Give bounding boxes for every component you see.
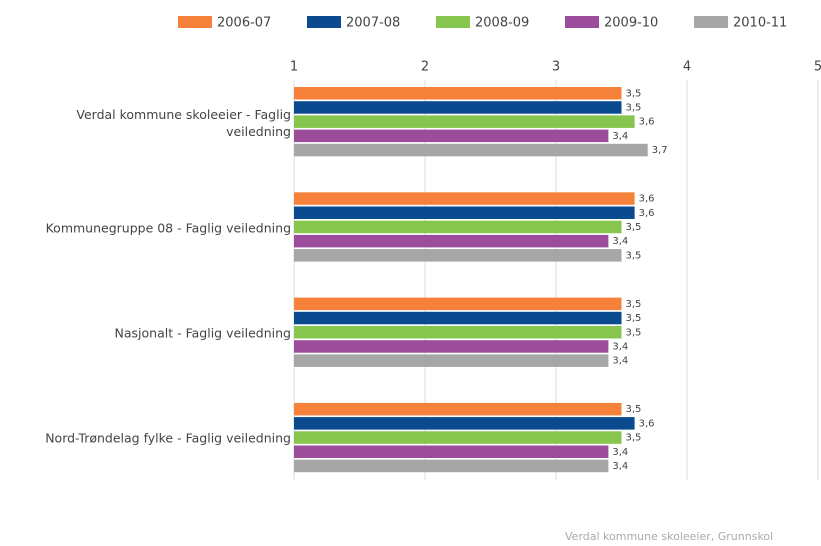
bar <box>294 192 635 205</box>
bar <box>294 206 635 219</box>
bar <box>294 101 622 114</box>
data-label: 3,4 <box>612 236 628 247</box>
bar <box>294 234 609 248</box>
bar <box>294 249 622 262</box>
x-tick-label: 1 <box>290 60 298 75</box>
bar <box>294 417 635 430</box>
bar <box>294 297 622 311</box>
data-label: 3,4 <box>612 461 628 472</box>
bar <box>294 220 622 234</box>
data-label: 3,5 <box>626 433 642 444</box>
data-label: 3,5 <box>626 222 642 233</box>
bar <box>294 431 622 444</box>
bar <box>294 115 635 128</box>
data-label: 3,4 <box>612 341 628 352</box>
data-label: 3,5 <box>626 299 642 310</box>
x-tick-label: 5 <box>814 60 821 75</box>
data-label: 3,4 <box>612 131 628 142</box>
legend-swatch <box>436 16 470 28</box>
category-label: Verdal kommune skoleeier - Faglig veiled… <box>76 106 291 139</box>
bar <box>294 354 609 367</box>
data-label: 3,5 <box>626 404 642 415</box>
legend-label: 2010-11 <box>733 16 787 31</box>
x-tick-label: 3 <box>552 60 560 75</box>
legend-label: 2009-10 <box>604 16 658 31</box>
legend-swatch <box>565 16 599 28</box>
bar <box>294 340 609 353</box>
bar <box>294 143 648 157</box>
x-tick-label: 4 <box>683 60 691 75</box>
legend-label: 2006-07 <box>217 16 271 31</box>
data-label: 3,5 <box>626 88 642 99</box>
source: Verdal kommune skoleeier, Grunnskol <box>565 530 773 543</box>
data-label: 3,4 <box>612 447 628 458</box>
data-label: 3,6 <box>639 117 655 128</box>
data-label: 3,6 <box>639 208 655 219</box>
bar <box>294 445 609 458</box>
data-label: 3,5 <box>626 327 642 338</box>
data-label: 3,5 <box>626 250 642 261</box>
legend-swatch <box>307 16 341 28</box>
data-label: 3,6 <box>639 418 655 429</box>
bar <box>294 459 609 473</box>
category-label: Kommunegruppe 08 - Faglig veiledning <box>45 220 291 236</box>
legend-label: 2008-09 <box>475 16 529 31</box>
bar <box>294 326 622 339</box>
data-label: 3,6 <box>639 194 655 205</box>
legend-label: 2007-08 <box>346 16 400 31</box>
bar <box>294 129 609 143</box>
data-label: 3,4 <box>612 356 628 367</box>
bar <box>294 402 622 416</box>
data-label: 3,5 <box>626 313 642 324</box>
legend-swatch <box>694 16 728 28</box>
x-tick-label: 2 <box>421 60 429 75</box>
data-label: 3,5 <box>626 102 642 113</box>
data-label: 3,7 <box>652 145 668 156</box>
category-label: Nord-Trøndelag fylke - Faglig veiledning <box>45 430 291 446</box>
bar <box>294 87 622 100</box>
bar <box>294 311 622 325</box>
legend-swatch <box>178 16 212 28</box>
category-label: Nasjonalt - Faglig veiledning <box>114 325 291 341</box>
